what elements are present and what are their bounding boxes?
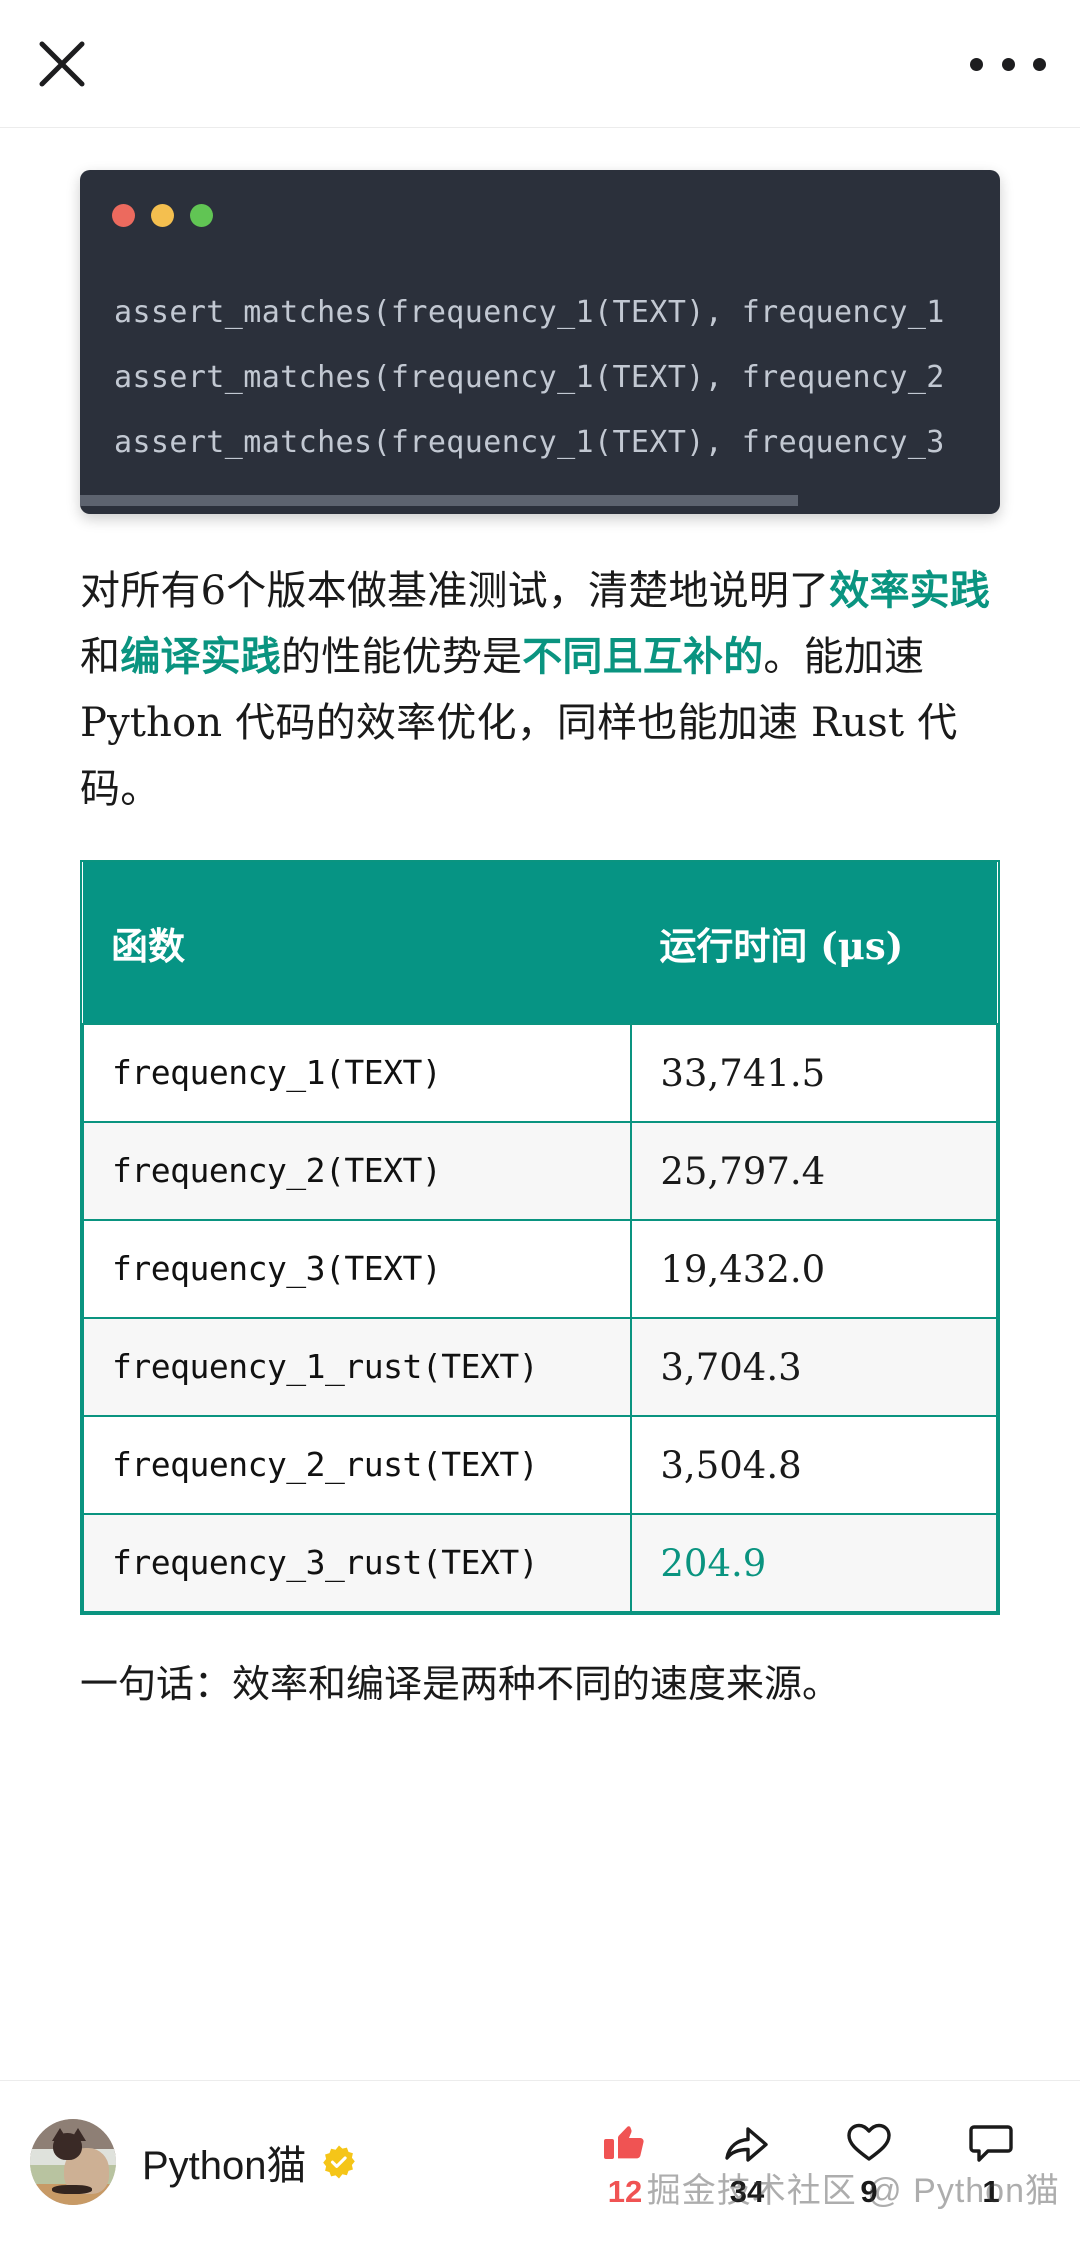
cell-runtime: 204.9 [630, 1513, 998, 1613]
window-dot-red-icon [112, 204, 135, 227]
favorite-count: 9 [860, 2173, 878, 2209]
code-line: assert_matches(frequency_1(TEXT), freque… [114, 360, 945, 395]
code-block[interactable]: assert_matches(frequency_1(TEXT), freque… [80, 170, 1000, 514]
paragraph-highlight: 不同且互补的 [522, 633, 764, 680]
table-row: frequency_2(TEXT) 25,797.4 [81, 1121, 998, 1221]
paragraph-segment: 对所有6个版本做基准测试，清楚地说明了 [80, 568, 830, 614]
share-arrow-icon [721, 2114, 773, 2170]
table-body: frequency_1(TEXT) 33,741.5 frequency_2(TEX… [81, 1023, 998, 1613]
like-count: 12 [607, 2173, 643, 2209]
comment-count: 1 [982, 2173, 1000, 2209]
code-lines: assert_matches(frequency_1(TEXT), freque… [80, 280, 1000, 475]
table-row: frequency_3_rust(TEXT) 204.9 [81, 1513, 998, 1613]
cat-avatar[interactable] [30, 2118, 116, 2205]
cell-runtime: 3,704.3 [630, 1317, 998, 1417]
code-line: assert_matches(frequency_1(TEXT), freque… [114, 425, 945, 460]
action-buttons: 12 34 9 [564, 2081, 1052, 2242]
paragraph-highlight: 效率实践 [829, 567, 991, 614]
closing-sentence: 一句话：效率和编译是两种不同的速度来源。 [80, 1662, 841, 1706]
cell-function: frequency_3(TEXT) [81, 1219, 633, 1319]
heart-icon [843, 2114, 895, 2170]
paragraph-highlight: 编译实践 [120, 633, 282, 680]
cell-runtime: 3,504.8 [630, 1415, 998, 1515]
cell-function: frequency_1_rust(TEXT) [81, 1317, 633, 1417]
code-line: assert_matches(frequency_1(TEXT), freque… [114, 295, 945, 330]
paragraph-segment: 的性能优势是 [281, 634, 523, 680]
more-horizontal-icon[interactable] [970, 44, 1046, 84]
cell-function: frequency_2(TEXT) [81, 1121, 633, 1221]
comment-bubble-icon [965, 2114, 1017, 2170]
comment-button[interactable]: 1 [930, 2081, 1052, 2242]
article-content: assert_matches(frequency_1(TEXT), freque… [0, 128, 1080, 2080]
close-icon[interactable] [30, 32, 94, 96]
benchmark-table-wrapper: 函数 运行时间 (μs) frequency_1(TEXT) 33,741.5 fr… [80, 860, 1000, 1615]
top-bar [0, 0, 1080, 128]
body-paragraph: 对所有6个版本做基准测试，清楚地说明了效率实践和编译实践的性能优势是不同且互补的… [80, 558, 1000, 822]
window-dot-yellow-icon [151, 204, 174, 227]
window-dot-green-icon [190, 204, 213, 227]
cell-runtime: 25,797.4 [630, 1121, 998, 1221]
column-header-function: 函数 [83, 862, 632, 1024]
table-header-row: 函数 运行时间 (μs) [83, 862, 997, 1024]
author-name: Python猫 [142, 2143, 307, 2188]
verified-badge-icon [321, 2144, 357, 2180]
table-row: frequency_1_rust(TEXT) 3,704.3 [81, 1317, 998, 1417]
code-horizontal-scrollbar[interactable] [80, 495, 798, 506]
cell-function: frequency_2_rust(TEXT) [81, 1415, 633, 1515]
bottom-action-bar: Python猫 12 [0, 2080, 1080, 2242]
share-button[interactable]: 34 [686, 2081, 808, 2242]
cell-function: frequency_3_rust(TEXT) [81, 1513, 633, 1613]
author-block[interactable]: Python猫 [30, 2118, 357, 2205]
cell-runtime: 33,741.5 [630, 1023, 998, 1123]
paragraph-segment: 。能加速 Python 代码的效率优化，同样也能加速 Rust 代码。 [80, 634, 958, 812]
cell-function: frequency_1(TEXT) [81, 1023, 633, 1123]
column-header-runtime: 运行时间 (μs) [631, 862, 997, 1024]
benchmark-table: 函数 运行时间 (μs) frequency_1(TEXT) 33,741.5 fr… [81, 862, 998, 1613]
cell-runtime: 19,432.0 [630, 1219, 998, 1319]
table-row: frequency_2_rust(TEXT) 3,504.8 [81, 1415, 998, 1515]
share-count: 34 [729, 2173, 765, 2209]
thumbs-up-icon [600, 2114, 650, 2170]
like-button[interactable]: 12 [564, 2081, 686, 2242]
table-head: 函数 运行时间 (μs) [83, 862, 997, 1024]
favorite-button[interactable]: 9 [808, 2081, 930, 2242]
paragraph-segment: 和 [80, 634, 121, 680]
table-row: frequency_3(TEXT) 19,432.0 [81, 1219, 998, 1319]
table-row: frequency_1(TEXT) 33,741.5 [81, 1023, 998, 1123]
window-dots [112, 204, 213, 227]
